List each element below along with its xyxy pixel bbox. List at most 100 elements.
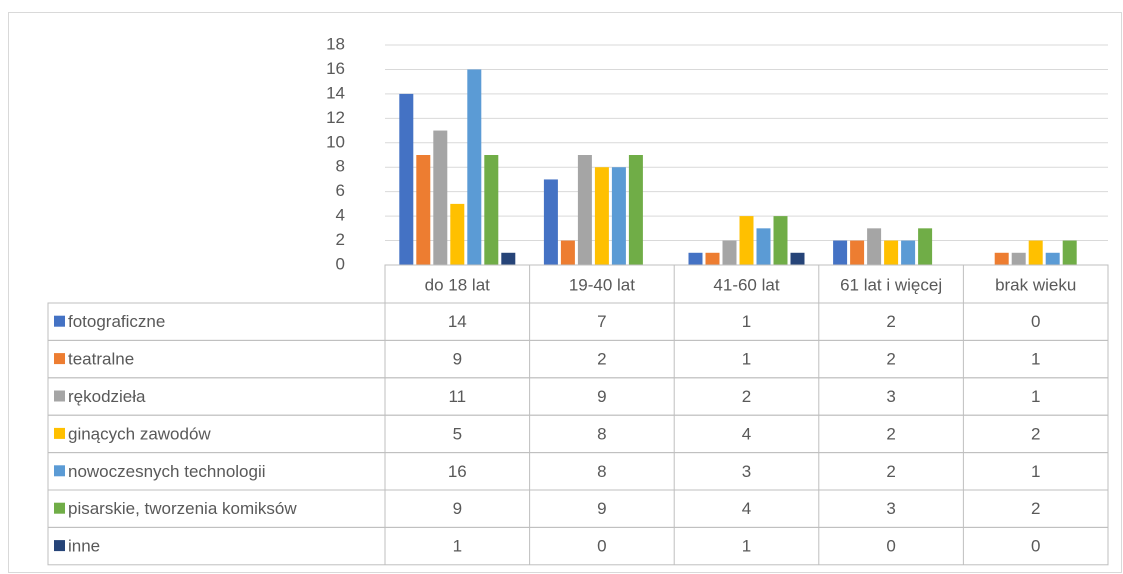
table-cell: 1 (453, 537, 462, 556)
y-tick-label: 12 (326, 108, 345, 127)
bar (918, 228, 933, 265)
y-tick-label: 8 (336, 157, 345, 176)
y-tick-label: 10 (326, 132, 345, 151)
table-cell: 5 (453, 424, 462, 443)
legend-label: fotograficzne (68, 312, 165, 331)
bar (1045, 252, 1060, 265)
x-tick-label: 61 lat i więcej (840, 275, 942, 294)
table-cell: 7 (597, 312, 606, 331)
table-cell: 0 (886, 537, 895, 556)
bar (628, 155, 643, 265)
bar (773, 216, 788, 265)
bar (705, 252, 720, 265)
table-cell: 16 (448, 462, 467, 481)
legend-label: inne (68, 537, 100, 556)
legend-label: rękodzieła (68, 387, 146, 406)
table-cell: 9 (453, 350, 462, 369)
table-cell: 8 (597, 462, 606, 481)
table-cell: 1 (1031, 350, 1040, 369)
table-cell: 3 (742, 462, 751, 481)
bar (688, 252, 703, 265)
y-tick-label: 14 (326, 83, 345, 102)
legend-swatch (54, 427, 65, 439)
table-cell: 4 (742, 499, 751, 518)
table-cell: 0 (597, 537, 606, 556)
x-tick-label: brak wieku (995, 275, 1076, 294)
table-cell: 1 (742, 312, 751, 331)
bar (1028, 240, 1043, 265)
table-row (47, 526, 1109, 566)
table-row (47, 302, 1109, 341)
table-cell: 4 (742, 424, 751, 443)
table-row (47, 377, 1109, 416)
x-tick-label: do 18 lat (425, 275, 490, 294)
table-cell: 2 (886, 312, 895, 331)
table-cell: 3 (886, 499, 895, 518)
table-cell: 2 (1031, 424, 1040, 443)
bar (560, 240, 575, 265)
bar (416, 155, 431, 265)
bar (722, 240, 737, 265)
bar (850, 240, 865, 265)
table-cell: 2 (1031, 499, 1040, 518)
table-cell: 1 (1031, 462, 1040, 481)
x-tick-label: 19-40 lat (569, 275, 635, 294)
bar (543, 179, 558, 265)
table-cell: 2 (886, 424, 895, 443)
table-cell: 1 (742, 350, 751, 369)
table-cell: 9 (597, 387, 606, 406)
y-tick-label: 0 (336, 254, 345, 273)
legend-swatch (54, 540, 65, 552)
bar (577, 155, 592, 265)
bar (901, 240, 916, 265)
table-cell: 2 (742, 387, 751, 406)
x-tick-label: 41-60 lat (713, 275, 779, 294)
bar (501, 252, 516, 265)
y-tick-label: 16 (326, 59, 345, 78)
table-cell: 9 (597, 499, 606, 518)
table-cell: 1 (1031, 387, 1040, 406)
y-tick-label: 6 (336, 181, 345, 200)
legend-swatch (54, 390, 65, 402)
y-tick-label: 2 (336, 230, 345, 249)
bar (399, 93, 414, 265)
legend-swatch (54, 465, 65, 477)
table-cell: 0 (1031, 537, 1040, 556)
table-cell: 1 (742, 537, 751, 556)
table-cell: 9 (453, 499, 462, 518)
bar (867, 228, 882, 265)
table-cell: 2 (886, 350, 895, 369)
bar (467, 69, 482, 265)
bar (594, 167, 609, 265)
chart-border (8, 12, 1122, 573)
bar (790, 252, 805, 265)
bar (884, 240, 899, 265)
bar (450, 203, 465, 265)
table-cell: 3 (886, 387, 895, 406)
bar (833, 240, 848, 265)
legend-swatch (54, 315, 65, 327)
table-cell: 8 (597, 424, 606, 443)
legend-swatch (54, 353, 65, 365)
legend-label: teatralne (68, 350, 134, 369)
bar (433, 130, 448, 265)
bar (1011, 252, 1026, 265)
table-cell: 11 (448, 387, 466, 406)
legend-label: pisarskie, tworzenia komiksów (68, 499, 297, 518)
legend-swatch (54, 502, 65, 514)
bar (484, 155, 499, 265)
table-cell: 2 (886, 462, 895, 481)
y-tick-label: 4 (336, 206, 345, 225)
legend-label: ginących zawodów (68, 424, 211, 443)
table-cell: 14 (448, 312, 467, 331)
table-cell: 2 (597, 350, 606, 369)
bar (739, 216, 754, 265)
bar (994, 252, 1009, 265)
legend-label: nowoczesnych technologii (68, 462, 266, 481)
bar (611, 167, 626, 265)
bar (756, 228, 771, 265)
bar (1062, 240, 1077, 265)
y-tick-label: 18 (326, 34, 345, 53)
table-cell: 0 (1031, 312, 1040, 331)
